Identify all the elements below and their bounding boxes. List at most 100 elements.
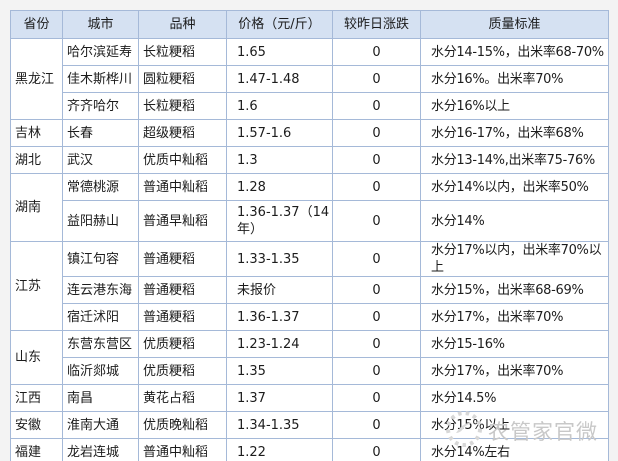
city-cell: 东营东营区 — [62, 330, 139, 358]
province-cell: 福建 — [10, 438, 63, 461]
variety-cell: 长粒粳稻 — [138, 92, 227, 120]
province-cell: 黑龙江 — [10, 38, 63, 120]
city-cell: 常德桃源 — [62, 173, 139, 201]
variety-cell: 普通粳稻 — [138, 303, 227, 331]
variety-cell: 长粒粳稻 — [138, 38, 227, 66]
quality-cell: 水分14% — [420, 200, 609, 242]
change-cell: 0 — [332, 411, 421, 439]
province-cell: 湖南 — [10, 173, 63, 242]
quality-cell: 水分15-16% — [420, 330, 609, 358]
quality-cell: 水分16%以上 — [420, 92, 609, 120]
rice-price-table: 省份 城市 品种 价格（元/斤） 较昨日涨跌 质量标准 黑龙江 哈尔滨延寿 长粒粳稻… — [10, 10, 609, 461]
change-cell: 0 — [332, 303, 421, 331]
variety-cell: 黄花占稻 — [138, 384, 227, 412]
quality-cell: 水分17%，出米率70% — [420, 357, 609, 385]
variety-cell: 优质粳稻 — [138, 357, 227, 385]
column-header-variety: 品种 — [138, 10, 227, 39]
city-cell: 淮南大通 — [62, 411, 139, 439]
city-cell: 武汉 — [62, 146, 139, 174]
table-row: 佳木斯桦川 圆粒粳稻 1.47-1.48 0 水分16%。出米率70% — [11, 65, 609, 93]
table-row: 齐齐哈尔 长粒粳稻 1.6 0 水分16%以上 — [11, 92, 609, 120]
variety-cell: 普通中籼稻 — [138, 438, 227, 461]
price-cell: 1.6 — [226, 92, 333, 120]
variety-cell: 优质中籼稻 — [138, 146, 227, 174]
variety-cell: 超级粳稻 — [138, 119, 227, 147]
table-header: 省份 城市 品种 价格（元/斤） 较昨日涨跌 质量标准 — [10, 10, 609, 39]
price-cell: 1.37 — [226, 384, 333, 412]
price-cell: 1.36-1.37 — [226, 303, 333, 331]
price-cell: 1.47-1.48 — [226, 65, 333, 93]
table-row: 黑龙江 哈尔滨延寿 长粒粳稻 1.65 0 水分14-15%，出米率68-70% — [10, 38, 609, 120]
change-cell: 0 — [332, 65, 421, 93]
change-cell: 0 — [332, 92, 421, 120]
change-cell: 0 — [332, 357, 421, 385]
city-cell: 镇江句容 — [62, 241, 139, 277]
change-cell: 0 — [332, 119, 421, 147]
quality-cell: 水分14%左右 — [420, 438, 609, 461]
province-cell: 湖北 — [10, 146, 63, 174]
variety-cell: 圆粒粳稻 — [138, 65, 227, 93]
quality-cell: 水分17%，出米率70% — [420, 303, 609, 331]
price-cell: 1.28 — [226, 173, 333, 201]
quality-cell: 水分17%以内，出米率70%以上 — [420, 241, 609, 277]
change-cell: 0 — [332, 200, 421, 242]
column-header-city: 城市 — [62, 10, 139, 39]
variety-cell: 优质晚籼稻 — [138, 411, 227, 439]
quality-cell: 水分15%，出米率68-69% — [420, 276, 609, 304]
price-cell: 1.34-1.35 — [226, 411, 333, 439]
province-cell: 吉林 — [10, 119, 63, 147]
province-cell: 江苏 — [10, 241, 63, 331]
column-header-quality: 质量标准 — [420, 10, 609, 39]
city-cell: 齐齐哈尔 — [62, 92, 139, 120]
change-cell: 0 — [332, 438, 421, 461]
price-cell: 未报价 — [226, 276, 333, 304]
city-cell: 临沂郯城 — [62, 357, 139, 385]
table-row: 临沂郯城 优质粳稻 1.35 0 水分17%，出米率70% — [11, 357, 609, 385]
price-cell: 1.23-1.24 — [226, 330, 333, 358]
variety-cell: 优质粳稻 — [138, 330, 227, 358]
price-cell: 1.57-1.6 — [226, 119, 333, 147]
city-cell: 南昌 — [62, 384, 139, 412]
quality-cell: 水分13-14%,出米率75-76% — [420, 146, 609, 174]
change-cell: 0 — [332, 276, 421, 304]
column-header-change: 较昨日涨跌 — [332, 10, 421, 39]
table-row: 山东 东营东营区 优质粳稻 1.23-1.24 0 水分15-16% — [10, 330, 609, 385]
table-row: 湖南 常德桃源 普通中籼稻 1.28 0 水分14%以内，出米率50% — [10, 173, 609, 242]
table-row: 宿迁沭阳 普通粳稻 1.36-1.37 0 水分17%，出米率70% — [11, 303, 609, 331]
change-cell: 0 — [332, 38, 421, 66]
variety-cell: 普通中籼稻 — [138, 173, 227, 201]
quality-cell: 水分16-17%，出米率68% — [420, 119, 609, 147]
city-cell: 宿迁沭阳 — [62, 303, 139, 331]
header-row: 省份 城市 品种 价格（元/斤） 较昨日涨跌 质量标准 — [10, 10, 609, 39]
city-cell: 哈尔滨延寿 — [62, 38, 139, 66]
variety-cell: 普通早籼稻 — [138, 200, 227, 242]
variety-cell: 普通粳稻 — [138, 241, 227, 277]
change-cell: 0 — [332, 173, 421, 201]
quality-cell: 水分16%。出米率70% — [420, 65, 609, 93]
change-cell: 0 — [332, 241, 421, 277]
table-row: 福建 龙岩连城 普通中籼稻 1.22 0 水分14%左右 — [10, 438, 609, 461]
quality-cell: 水分14-15%，出米率68-70% — [420, 38, 609, 66]
province-cell: 江西 — [10, 384, 63, 412]
quality-cell: 水分14.5% — [420, 384, 609, 412]
city-cell: 益阳赫山 — [62, 200, 139, 242]
variety-cell: 普通粳稻 — [138, 276, 227, 304]
table-row: 江西 南昌 黄花占稻 1.37 0 水分14.5% — [10, 384, 609, 412]
column-header-province: 省份 — [10, 10, 63, 39]
province-cell: 山东 — [10, 330, 63, 385]
price-cell: 1.36-1.37（14年） — [226, 200, 333, 242]
table-row: 湖北 武汉 优质中籼稻 1.3 0 水分13-14%,出米率75-76% — [10, 146, 609, 174]
quality-cell: 水分15%以上 — [420, 411, 609, 439]
table-row: 江苏 镇江句容 普通粳稻 1.33-1.35 0 水分17%以内，出米率70%以上 — [10, 241, 609, 331]
change-cell: 0 — [332, 146, 421, 174]
city-cell: 佳木斯桦川 — [62, 65, 139, 93]
price-cell: 1.3 — [226, 146, 333, 174]
price-cell: 1.22 — [226, 438, 333, 461]
table-body: 黑龙江 哈尔滨延寿 长粒粳稻 1.65 0 水分14-15%，出米率68-70% 佳木斯桦川… — [10, 38, 609, 461]
city-cell: 连云港东海 — [62, 276, 139, 304]
table-row: 连云港东海 普通粳稻 未报价 0 水分15%，出米率68-69% — [11, 276, 609, 304]
column-header-price: 价格（元/斤） — [226, 10, 333, 39]
price-cell: 1.33-1.35 — [226, 241, 333, 277]
city-cell: 长春 — [62, 119, 139, 147]
